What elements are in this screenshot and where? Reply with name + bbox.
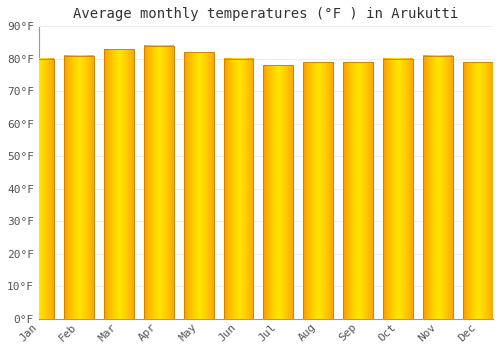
Bar <box>344 62 374 319</box>
Bar <box>463 62 493 319</box>
Bar <box>264 65 294 319</box>
Bar <box>423 56 453 319</box>
Bar <box>423 56 453 319</box>
Bar <box>304 62 334 319</box>
Bar <box>264 65 294 319</box>
Bar <box>64 56 94 319</box>
Bar <box>184 52 214 319</box>
Bar <box>383 59 413 319</box>
Bar <box>224 59 254 319</box>
Bar <box>24 59 54 319</box>
Bar <box>144 46 174 319</box>
Bar <box>344 62 374 319</box>
Bar <box>383 59 413 319</box>
Bar <box>24 59 54 319</box>
Bar <box>64 56 94 319</box>
Title: Average monthly temperatures (°F ) in Arukutti: Average monthly temperatures (°F ) in Ar… <box>74 7 458 21</box>
Bar <box>463 62 493 319</box>
Bar <box>144 46 174 319</box>
Bar <box>104 49 134 319</box>
Bar <box>104 49 134 319</box>
Bar <box>224 59 254 319</box>
Bar <box>304 62 334 319</box>
Bar <box>184 52 214 319</box>
